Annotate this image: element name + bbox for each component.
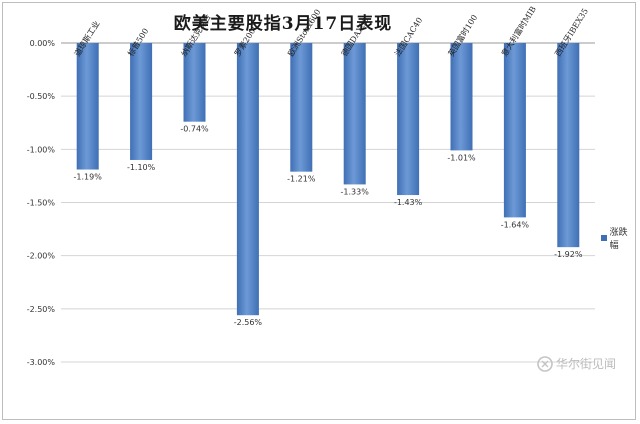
bars <box>76 43 580 316</box>
value-label: -1.21% <box>287 175 316 184</box>
bar <box>503 43 526 218</box>
value-label: -1.33% <box>341 187 370 196</box>
y-tick-label: 0.00% <box>30 39 56 48</box>
bar <box>130 43 153 160</box>
y-tick-label: -1.50% <box>27 199 56 208</box>
bar <box>76 43 99 170</box>
legend: 涨跌幅 <box>601 225 635 251</box>
bar <box>557 43 580 248</box>
value-labels: -1.19% -1.10% -0.74% -2.56% -1.21% -1.33% -1.4… <box>74 125 583 328</box>
value-label: -1.92% <box>554 250 583 259</box>
value-label: -1.01% <box>447 153 476 162</box>
logo-icon <box>537 355 553 372</box>
y-tick-label: -3.00% <box>27 358 56 367</box>
y-tick-label: -1.00% <box>27 145 56 154</box>
value-label: -0.74% <box>180 125 209 134</box>
watermark-text: 华尔街见闻 <box>556 357 617 371</box>
plot-area: 0.00% -0.50% -1.00% -1.50% -2.00% -2.50% -3.00… <box>27 4 595 367</box>
legend-label: 涨跌幅 <box>609 228 628 251</box>
chart-frame: 欧美主要股指3月17日表现 0.00% -0.50% -1.00% -1.50% -2.… <box>2 2 636 420</box>
y-tick-label: -0.50% <box>27 92 56 101</box>
watermark: 华尔街见闻 <box>537 355 616 372</box>
value-label: -1.19% <box>74 173 103 182</box>
bar <box>183 43 206 122</box>
bar <box>290 43 313 172</box>
bar <box>343 43 366 185</box>
value-label: -1.10% <box>127 163 156 172</box>
value-label: -1.64% <box>501 220 530 229</box>
bar <box>450 43 473 151</box>
chart-title: 欧美主要股指3月17日表现 <box>173 14 393 34</box>
value-label: -2.56% <box>234 318 263 327</box>
y-tick-label: -2.00% <box>27 252 56 261</box>
y-tick-label: -2.50% <box>27 305 56 314</box>
bar <box>397 43 420 196</box>
bar <box>236 43 259 316</box>
y-axis-ticks: 0.00% -0.50% -1.00% -1.50% -2.00% -2.50% -3.00… <box>27 39 56 367</box>
legend-swatch <box>601 235 607 241</box>
value-label: -1.43% <box>394 198 423 207</box>
